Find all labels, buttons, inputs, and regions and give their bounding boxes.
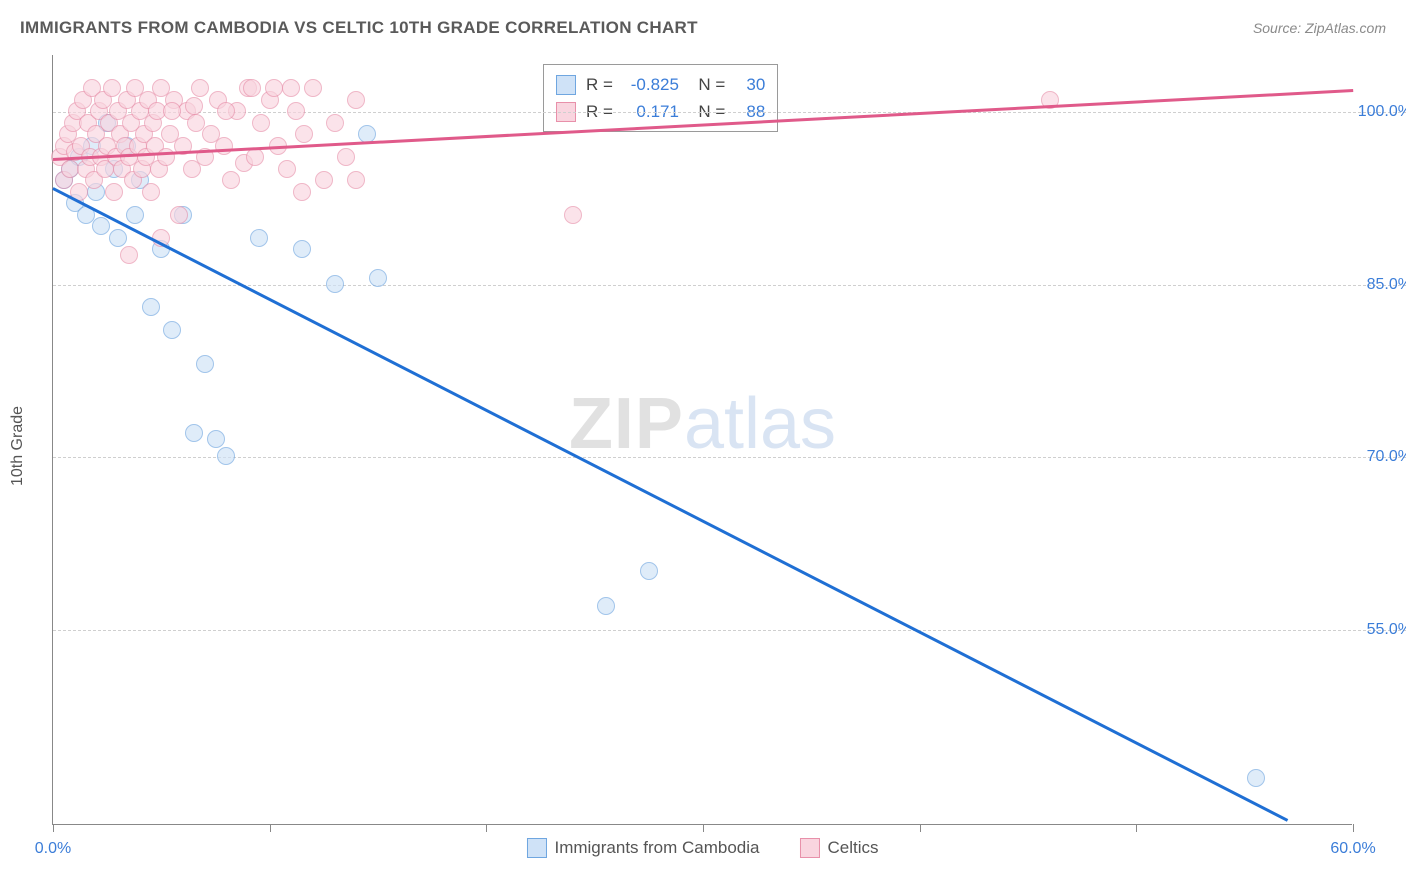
x-tick-label: 0.0% bbox=[35, 840, 71, 858]
data-point bbox=[347, 91, 365, 109]
data-point bbox=[243, 79, 261, 97]
bottom-legend: Immigrants from Cambodia Celtics bbox=[526, 838, 878, 858]
stat-r-value: -0.825 bbox=[623, 71, 679, 98]
data-point bbox=[217, 102, 235, 120]
y-tick-label: 85.0% bbox=[1367, 276, 1406, 294]
data-point bbox=[246, 148, 264, 166]
source-prefix: Source: bbox=[1253, 20, 1305, 36]
data-point bbox=[337, 148, 355, 166]
data-point bbox=[207, 430, 225, 448]
gridline-horizontal bbox=[53, 630, 1406, 631]
legend-item: Immigrants from Cambodia bbox=[526, 838, 759, 858]
x-tick bbox=[270, 824, 271, 832]
stat-r-label: R = bbox=[586, 71, 613, 98]
data-point bbox=[347, 171, 365, 189]
data-point bbox=[163, 102, 181, 120]
legend-label: Celtics bbox=[828, 838, 879, 858]
data-point bbox=[215, 137, 233, 155]
data-point bbox=[163, 321, 181, 339]
data-point bbox=[105, 183, 123, 201]
gridline-horizontal bbox=[53, 112, 1406, 113]
data-point bbox=[142, 298, 160, 316]
data-point bbox=[265, 79, 283, 97]
x-tick bbox=[486, 824, 487, 832]
data-point bbox=[191, 79, 209, 97]
data-point bbox=[326, 114, 344, 132]
watermark-part2: atlas bbox=[684, 384, 836, 464]
y-tick-label: 70.0% bbox=[1367, 448, 1406, 466]
data-point bbox=[250, 229, 268, 247]
data-point bbox=[369, 269, 387, 287]
data-point bbox=[170, 206, 188, 224]
y-tick-label: 100.0% bbox=[1358, 103, 1406, 121]
data-point bbox=[126, 206, 144, 224]
data-point bbox=[217, 447, 235, 465]
watermark-part1: ZIP bbox=[569, 384, 684, 464]
data-point bbox=[304, 79, 322, 97]
legend-swatch bbox=[800, 838, 820, 858]
y-axis-label: 10th Grade bbox=[9, 406, 27, 486]
stat-n-label: N = bbox=[689, 71, 725, 98]
x-tick-label: 60.0% bbox=[1330, 840, 1375, 858]
x-tick bbox=[703, 824, 704, 832]
y-tick-label: 55.0% bbox=[1367, 621, 1406, 639]
stat-n-value: 30 bbox=[735, 71, 765, 98]
data-point bbox=[252, 114, 270, 132]
legend-swatch bbox=[526, 838, 546, 858]
data-point bbox=[597, 597, 615, 615]
title-bar: IMMIGRANTS FROM CAMBODIA VS CELTIC 10TH … bbox=[20, 18, 1386, 38]
gridline-horizontal bbox=[53, 285, 1406, 286]
data-point bbox=[287, 102, 305, 120]
legend-label: Immigrants from Cambodia bbox=[554, 838, 759, 858]
stats-row: R = -0.825 N = 30 bbox=[556, 71, 765, 98]
data-point bbox=[120, 246, 138, 264]
data-point bbox=[142, 183, 160, 201]
data-point bbox=[640, 562, 658, 580]
x-tick bbox=[920, 824, 921, 832]
source-attribution: Source: ZipAtlas.com bbox=[1253, 20, 1386, 36]
data-point bbox=[92, 217, 110, 235]
data-point bbox=[222, 171, 240, 189]
data-point bbox=[196, 355, 214, 373]
gridline-horizontal bbox=[53, 457, 1406, 458]
x-tick bbox=[1353, 824, 1354, 832]
data-point bbox=[282, 79, 300, 97]
series-swatch bbox=[556, 75, 576, 95]
watermark: ZIPatlas bbox=[569, 383, 836, 465]
chart-title: IMMIGRANTS FROM CAMBODIA VS CELTIC 10TH … bbox=[20, 18, 698, 38]
source-name: ZipAtlas.com bbox=[1305, 20, 1386, 36]
data-point bbox=[278, 160, 296, 178]
data-point bbox=[185, 97, 203, 115]
data-point bbox=[293, 183, 311, 201]
data-point bbox=[1247, 769, 1265, 787]
data-point bbox=[315, 171, 333, 189]
data-point bbox=[295, 125, 313, 143]
data-point bbox=[326, 275, 344, 293]
scatter-plot: ZIPatlas R =-0.825 N =30R =0.171 N =88 I… bbox=[52, 55, 1352, 825]
x-tick bbox=[53, 824, 54, 832]
legend-item: Celtics bbox=[800, 838, 879, 858]
data-point bbox=[109, 229, 127, 247]
data-point bbox=[564, 206, 582, 224]
data-point bbox=[185, 424, 203, 442]
data-point bbox=[293, 240, 311, 258]
trend-line bbox=[52, 187, 1288, 821]
x-tick bbox=[1136, 824, 1137, 832]
